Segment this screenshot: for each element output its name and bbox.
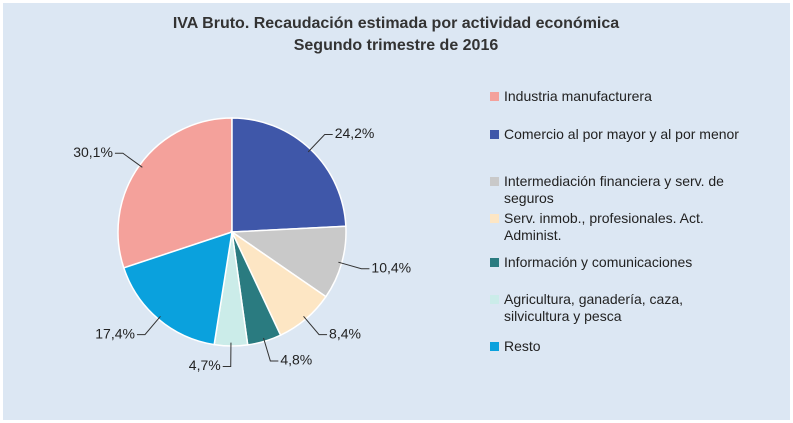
data-label: 8,4% [329, 325, 361, 341]
legend-swatch [490, 258, 499, 267]
leader-line [114, 152, 143, 168]
legend-swatch [490, 214, 499, 223]
leader-line [307, 134, 333, 153]
legend-label: Agricultura, ganadería, caza, silvicultu… [504, 291, 683, 324]
chart-title: IVA Bruto. Recaudación estimada por acti… [173, 15, 619, 32]
leader-line [338, 261, 370, 270]
legend-label: Comercio al por mayor y al por menor [504, 126, 739, 142]
legend-label: Intermediación financiera y serv. de seg… [504, 173, 724, 206]
legend-label: Resto [504, 338, 541, 354]
legend-entry: Industria manufacturera [490, 88, 750, 105]
legend-label: Industria manufacturera [504, 88, 652, 104]
data-label: 4,7% [189, 357, 221, 373]
leader-line [263, 337, 279, 362]
chart-subtitle: Segundo trimestre de 2016 [294, 37, 499, 54]
data-label: 17,4% [95, 325, 135, 341]
data-label: 10,4% [371, 259, 411, 275]
legend-entry: Información y comunicaciones [490, 254, 750, 271]
legend-swatch [490, 295, 499, 304]
legend-swatch [490, 177, 499, 186]
legend-label: Serv. inmob., profesionales. Act. Admini… [504, 210, 704, 243]
legend-label: Información y comunicaciones [504, 254, 693, 270]
data-label: 24,2% [335, 125, 375, 141]
legend-entry: Intermediación financiera y serv. de seg… [490, 173, 750, 207]
legend-entry: Agricultura, ganadería, caza, silvicultu… [490, 291, 750, 325]
leader-line [136, 315, 161, 336]
legend-entry: Comercio al por mayor y al por menor [490, 126, 750, 143]
legend-entry: Serv. inmob., profesionales. Act. Admini… [490, 210, 750, 244]
legend-swatch [490, 92, 499, 101]
data-label: 30,1% [73, 144, 113, 160]
legend-swatch [490, 342, 499, 351]
legend-entry: Resto [490, 338, 750, 355]
leader-line [222, 342, 232, 368]
data-label: 4,8% [280, 352, 312, 368]
leader-line [303, 315, 328, 336]
pie-slice [231, 117, 347, 233]
legend-swatch [490, 130, 499, 139]
